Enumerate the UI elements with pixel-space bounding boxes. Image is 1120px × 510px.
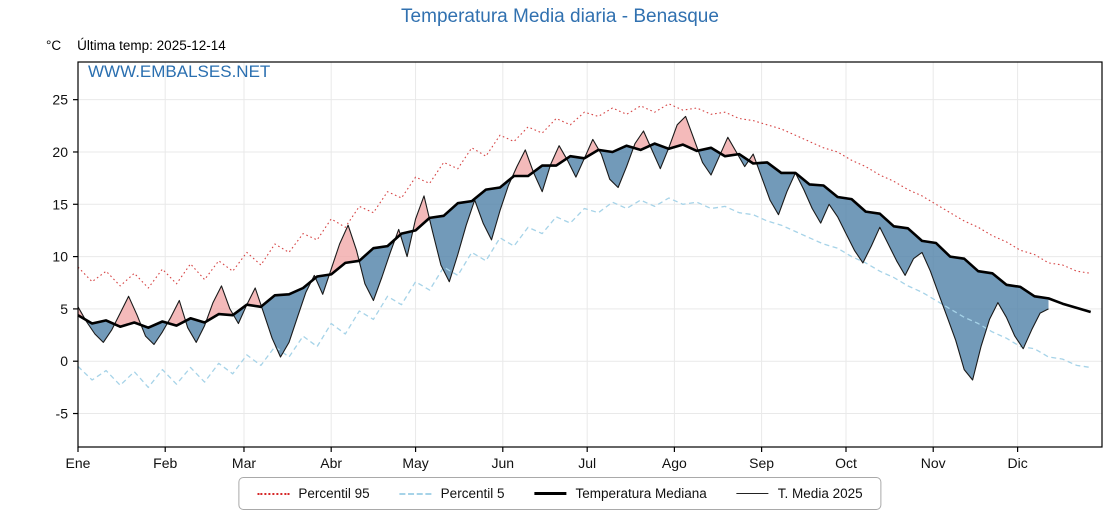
- below-median-fill: [185, 318, 207, 343]
- percentil-5-line-icon: [399, 492, 432, 495]
- below-median-fill: [141, 321, 168, 345]
- below-median-fill: [533, 165, 551, 192]
- legend-label-percentil-95: Percentil 95: [298, 486, 370, 501]
- above-median-fill: [668, 116, 699, 151]
- percentil-95-line-icon: [257, 492, 290, 495]
- series-line-solid-thin: [77, 115, 1049, 381]
- below-median-fill: [429, 177, 512, 282]
- series-line-dashed: [77, 197, 1091, 389]
- below-median-fill: [85, 319, 115, 343]
- above-median-fill: [246, 288, 262, 307]
- below-median-fill: [598, 145, 634, 188]
- legend-item-t-media-2025: T. Media 2025: [736, 486, 863, 501]
- legend-item-percentil-95: Percentil 95: [257, 486, 370, 501]
- above-median-fill: [720, 137, 738, 157]
- x-tick-label: Nov: [921, 455, 946, 471]
- anomaly-fills: [78, 116, 1049, 380]
- last-temp-label: Última temp: 2025-12-14: [77, 38, 226, 53]
- y-tick-label: 20: [52, 144, 68, 160]
- legend-label-t-media-2025: T. Media 2025: [777, 486, 863, 501]
- y-tick-label: 5: [60, 301, 68, 317]
- x-tick-label: Abr: [320, 455, 342, 471]
- x-tick-label: Sep: [749, 455, 774, 471]
- series-line-solid-thick: [77, 142, 1092, 329]
- below-median-fill: [566, 156, 585, 178]
- temperatura-mediana-line-icon: [534, 492, 567, 495]
- x-tick-label: Mar: [232, 455, 256, 471]
- y-tick-label: 0: [60, 353, 68, 369]
- below-median-fill: [315, 274, 330, 295]
- y-tick-label: 25: [52, 92, 68, 108]
- above-median-fill: [114, 296, 141, 327]
- x-tick-label: May: [402, 455, 428, 471]
- x-tick-label: Jun: [492, 455, 515, 471]
- below-median-fill: [756, 162, 796, 215]
- chart-title: Temperatura Media diaria - Benasque: [401, 6, 719, 27]
- plot-border: [77, 61, 1103, 448]
- axes: -5 0 5 10 15 20 25 Ene Feb Mar Abr May Jun Jul Ago Sep O…: [52, 61, 1103, 471]
- x-tick-label: Dic: [1007, 455, 1027, 471]
- below-median-fill: [650, 143, 669, 169]
- legend: Percentil 95 Percentil 5 Temperatura Med…: [238, 477, 882, 510]
- x-tick-label: Ago: [662, 455, 687, 471]
- above-median-fill: [633, 131, 650, 150]
- series-line-dotted: [77, 103, 1091, 289]
- y-tick-label: 15: [52, 196, 68, 212]
- above-median-fill: [206, 285, 234, 322]
- y-axis-units-label: °C: [46, 38, 62, 53]
- x-tick-label: Ene: [66, 455, 91, 471]
- below-median-fill: [400, 231, 413, 257]
- t-media-2025-line-icon: [736, 493, 769, 494]
- watermark: WWW.EMBALSES.NET: [88, 62, 271, 81]
- x-tick-label: Feb: [153, 455, 177, 471]
- y-tick-label: 10: [52, 249, 68, 265]
- series-lines: [77, 103, 1092, 389]
- y-tick-label: -5: [56, 406, 69, 422]
- above-median-fill: [511, 149, 534, 178]
- legend-item-mediana: Temperatura Mediana: [534, 486, 707, 501]
- legend-item-percentil-5: Percentil 5: [399, 486, 505, 501]
- above-median-fill: [412, 195, 430, 231]
- below-median-fill: [261, 281, 312, 357]
- legend-label-percentil-5: Percentil 5: [440, 486, 505, 501]
- below-median-fill: [233, 304, 247, 324]
- above-median-fill: [329, 225, 360, 275]
- legend-label-mediana: Temperatura Mediana: [575, 486, 707, 501]
- below-median-fill: [737, 154, 749, 167]
- chart-subheader: °C Última temp: 2025-12-14: [46, 38, 226, 53]
- x-tick-label: Oct: [835, 455, 857, 471]
- below-median-fill: [698, 147, 721, 175]
- x-tick-label: Jul: [578, 455, 596, 471]
